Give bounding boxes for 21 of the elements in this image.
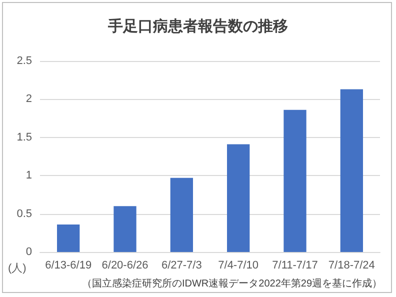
bar xyxy=(114,206,136,252)
x-tick-label: 6/20-6/26 xyxy=(102,260,148,272)
bar xyxy=(284,110,306,252)
bar xyxy=(227,144,250,252)
x-tick-label: 7/11-7/17 xyxy=(272,260,318,272)
bar xyxy=(170,178,193,252)
y-tick-label: 0 xyxy=(26,246,32,258)
y-tick-label: 1.5 xyxy=(16,131,32,144)
x-tick-label: 7/4-7/10 xyxy=(218,260,259,272)
bar xyxy=(340,89,363,252)
text: （国立感染症研究所のIDWR速報データ2022年第29週を基に作成） xyxy=(82,278,382,290)
y-tick-label: 2.5 xyxy=(16,55,32,67)
y-tick-label: 2 xyxy=(26,93,32,106)
x-tick-label: 6/13-6/19 xyxy=(45,260,92,272)
x-tick-label: 6/27-7/3 xyxy=(161,260,202,272)
y-tick-label: 1 xyxy=(26,170,32,182)
x-tick-label: 7/18-7/24 xyxy=(328,260,375,272)
chart-title: 手足口病患者報告数の推移 xyxy=(107,18,288,35)
y-tick-label: 0.5 xyxy=(16,208,32,220)
y-axis-title: (人) xyxy=(8,262,26,274)
bar xyxy=(57,224,80,252)
